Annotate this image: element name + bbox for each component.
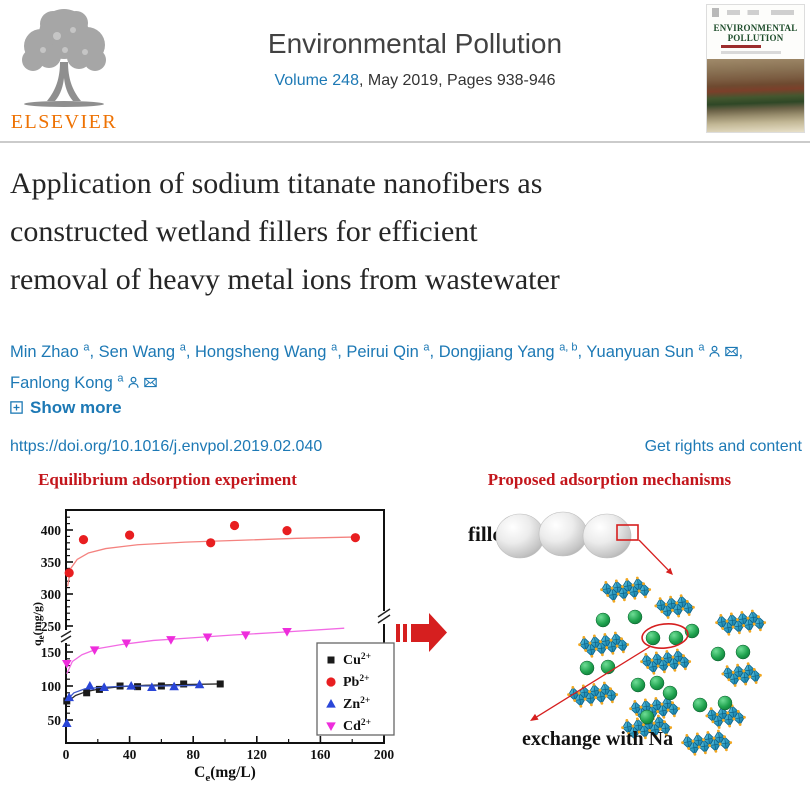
svg-text:150: 150 (41, 645, 62, 660)
article-title-line: removal of heavy metal ions from wastewa… (10, 263, 560, 296)
author-link[interactable]: Yuanyuan Sun a (586, 341, 739, 361)
header-divider (0, 141, 810, 143)
envelope-icon[interactable] (725, 345, 739, 358)
svg-text:qe(mg/g): qe(mg/g) (32, 602, 46, 646)
author-link[interactable]: Hongsheng Wang a (195, 341, 338, 361)
svg-text:400: 400 (41, 523, 62, 538)
article-title: Application of sodium titanate nanofiber… (10, 160, 802, 304)
author-link[interactable]: Min Zhao a (10, 341, 90, 361)
doi-link[interactable]: https://doi.org/10.1016/j.envpol.2019.02… (10, 438, 323, 455)
svg-text:Ce(mg/L): Ce(mg/L) (194, 764, 256, 784)
svg-text:0: 0 (63, 747, 70, 762)
svg-text:exchange with Na: exchange with Na (522, 728, 673, 750)
journal-title-link[interactable]: Environmental Pollution (267, 28, 563, 59)
rights-and-content-link[interactable]: Get rights and content (644, 438, 802, 455)
ga-right-title: Proposed adsorption mechanisms (487, 470, 732, 489)
cover-issue-text (727, 10, 800, 15)
svg-text:120: 120 (247, 747, 267, 762)
elsevier-tree-icon (22, 9, 106, 107)
adsorption-isotherm-chart[interactable]: 0 40 80 120 160 200 50 100 150 250 300 350 400 Ce(mg/… (32, 496, 400, 786)
person-icon (709, 345, 721, 357)
cover-publisher-mark (712, 8, 719, 17)
svg-text:250: 250 (41, 619, 62, 634)
cover-photo (707, 59, 804, 132)
issue-line: Volume 248, May 2019, Pages 938-946 (135, 72, 695, 90)
svg-text:50: 50 (48, 713, 62, 728)
svg-text:100: 100 (41, 679, 62, 694)
svg-text:40: 40 (123, 747, 137, 762)
journal-cover-thumbnail[interactable]: ENVIRONMENTAL POLLUTION (706, 4, 805, 133)
show-more-label: Show more (30, 398, 122, 417)
author-link[interactable]: Sen Wang a (98, 341, 186, 361)
person-icon (128, 376, 140, 388)
elsevier-logo[interactable]: ELSEVIER (8, 4, 120, 134)
svg-text:200: 200 (374, 747, 395, 762)
article-title-line: constructed wetland fillers for efficien… (10, 215, 478, 248)
elsevier-wordmark: ELSEVIER (10, 111, 118, 133)
issue-info: , May 2019, Pages 938-946 (358, 72, 556, 89)
show-more-button[interactable]: Show more (10, 398, 122, 418)
ga-left-title: Equilibrium adsorption experiment (38, 470, 297, 489)
envelope-icon[interactable] (144, 376, 158, 389)
svg-text:80: 80 (186, 747, 200, 762)
svg-text:300: 300 (41, 587, 62, 602)
cover-journal-title: ENVIRONMENTAL POLLUTION (713, 23, 798, 43)
cover-subtext (721, 51, 781, 54)
volume-link[interactable]: Volume 248 (274, 72, 359, 89)
svg-text:160: 160 (310, 747, 331, 762)
author-link[interactable]: Peirui Qin a (346, 341, 430, 361)
author-link[interactable]: Dongjiang Yang a, b (438, 341, 578, 361)
article-title-line: Application of sodium titanate nanofiber… (10, 167, 543, 200)
right-block-arrow-icon (396, 613, 447, 652)
cover-rule (721, 45, 761, 48)
svg-text:350: 350 (41, 555, 62, 570)
journal-header: Environmental Pollution Volume 248, May … (135, 28, 695, 90)
author-list: Min Zhao a, Sen Wang a, Hongsheng Wang a… (10, 341, 744, 392)
author-link[interactable]: Fanlong Kong a (10, 373, 158, 392)
plus-box-icon (10, 401, 23, 414)
